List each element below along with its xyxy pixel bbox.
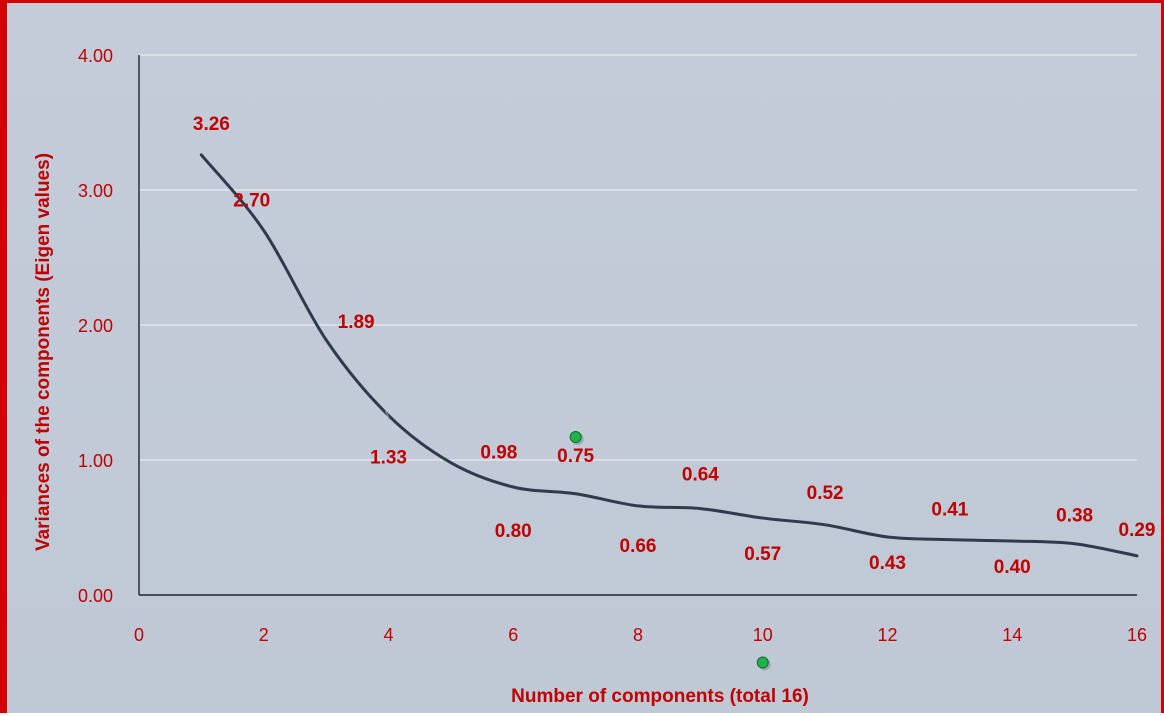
data-label-8: 0.66 <box>620 536 657 557</box>
y-tick-label-4: 4.00 <box>78 46 113 66</box>
y-tick-label-2: 2.00 <box>78 316 113 336</box>
x-tick-label-0: 0 <box>134 625 144 645</box>
x-tick-label-7: 14 <box>1002 625 1022 645</box>
axes <box>138 55 1137 596</box>
data-label-9: 0.64 <box>682 465 719 486</box>
label-leader-line <box>384 410 391 420</box>
markers <box>569 431 771 671</box>
y-tick-label-0: 0.00 <box>78 586 113 606</box>
chart-svg: 0.00 1.00 2.00 3.00 4.00 0 2 4 6 8 10 12 14 16 3.26 2… <box>33 46 1156 707</box>
data-label-12: 0.43 <box>869 553 906 574</box>
data-label-4: 1.33 <box>370 447 407 468</box>
data-label-16: 0.29 <box>1119 520 1156 541</box>
data-label-3: 1.89 <box>338 312 375 333</box>
data-label-15: 0.38 <box>1056 506 1093 527</box>
marker-point-1 <box>569 431 582 444</box>
data-label-10: 0.57 <box>744 544 781 565</box>
data-label-6: 0.80 <box>495 521 532 542</box>
x-tick-label-5: 10 <box>753 625 773 645</box>
x-tick-labels: 0 2 4 6 8 10 12 14 16 <box>134 625 1147 645</box>
x-tick-label-4: 8 <box>633 625 643 645</box>
data-label-2: 2.70 <box>233 191 270 212</box>
data-label-1: 3.26 <box>193 114 230 135</box>
x-tick-label-3: 6 <box>508 625 518 645</box>
series-group <box>199 153 1139 558</box>
data-label-14: 0.40 <box>994 557 1031 578</box>
data-label-5: 0.98 <box>480 443 517 464</box>
y-tick-labels: 0.00 1.00 2.00 3.00 4.00 <box>78 46 113 606</box>
x-axis-title: Number of components (total 16) <box>511 686 809 707</box>
series-line <box>199 153 1139 558</box>
x-tick-label-8: 16 <box>1127 625 1147 645</box>
x-tick-label-6: 12 <box>877 625 897 645</box>
x-tick-label-1: 2 <box>259 625 269 645</box>
y-axis-title: Variances of the components (Eigen value… <box>33 153 54 551</box>
y-tick-label-3: 3.00 <box>78 181 113 201</box>
grid-lines <box>139 54 1137 461</box>
x-tick-label-2: 4 <box>383 625 393 645</box>
y-tick-label-1: 1.00 <box>78 451 113 471</box>
marker-point-2 <box>756 656 769 669</box>
data-label-7: 0.75 <box>557 446 594 467</box>
data-label-13: 0.41 <box>931 500 968 521</box>
data-label-11: 0.52 <box>807 483 844 504</box>
data-labels: 3.26 2.70 1.89 1.33 0.98 0.80 0.75 0.66 0.64 0.57… <box>193 114 1156 578</box>
